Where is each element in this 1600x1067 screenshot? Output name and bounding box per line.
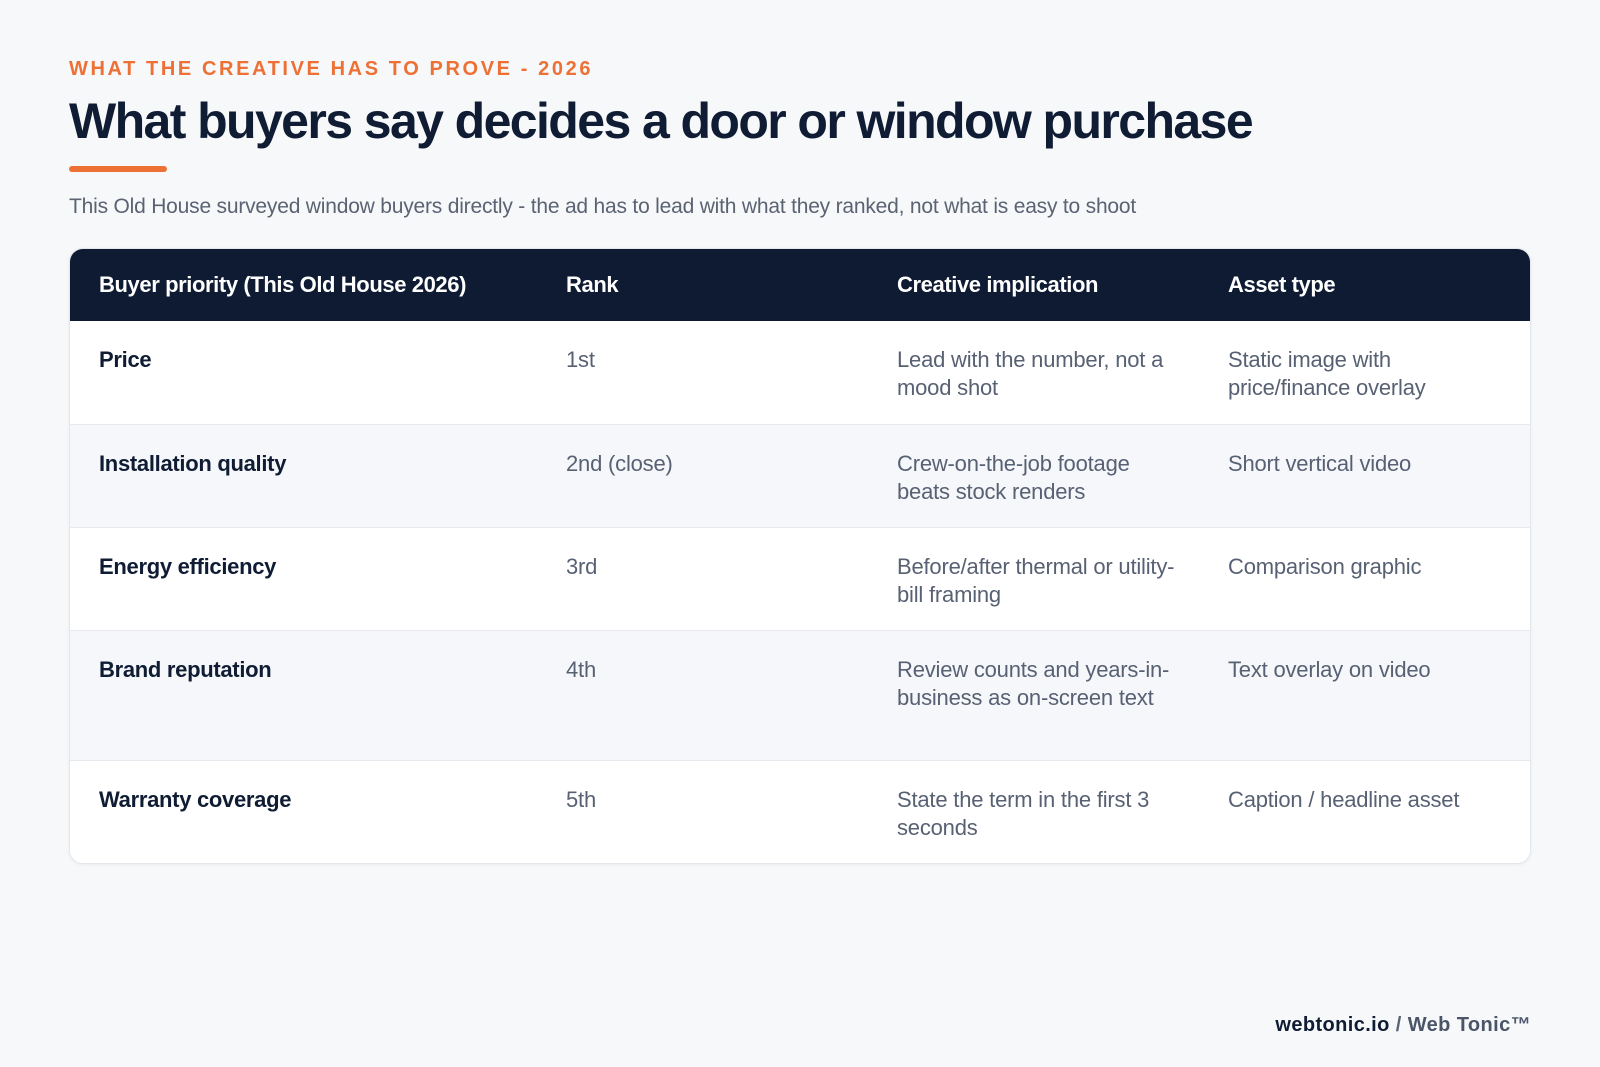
cell-priority: Price bbox=[99, 347, 152, 372]
cell-rank: 2nd (close) bbox=[566, 450, 673, 476]
table-row: Installation quality 2nd (close) Crew-on… bbox=[70, 424, 1530, 527]
header-rank: Rank bbox=[566, 272, 619, 297]
cell-rank: 5th bbox=[566, 786, 596, 812]
cell-asset: Comparison graphic bbox=[1228, 553, 1422, 579]
footer-credit: webtonic.io / Web Tonic™ bbox=[1275, 1014, 1531, 1037]
cell-priority: Warranty coverage bbox=[99, 786, 292, 812]
eyebrow-label: WHAT THE CREATIVE HAS TO PROVE - 2026 bbox=[69, 58, 594, 80]
cell-asset: Caption / headline asset bbox=[1228, 786, 1460, 812]
header-creative-implication: Creative implication bbox=[897, 272, 1099, 297]
cell-asset: Short vertical video bbox=[1228, 450, 1412, 476]
cell-rank: 4th bbox=[566, 656, 596, 682]
cell-implication: Before/after thermal or utility-bill fra… bbox=[897, 553, 1175, 607]
table-header: Buyer priority (This Old House 2026) Ran… bbox=[70, 249, 1530, 321]
page-subtitle: This Old House surveyed window buyers di… bbox=[69, 195, 1137, 218]
table-row: Price 1st Lead with the number, not a mo… bbox=[70, 321, 1530, 424]
cell-priority: Energy efficiency bbox=[99, 553, 277, 579]
cell-implication: Review counts and years-in-business as o… bbox=[897, 656, 1170, 710]
table-row: Warranty coverage 5th State the term in … bbox=[70, 760, 1530, 862]
header-asset-type: Asset type bbox=[1228, 272, 1336, 297]
footer-domain: webtonic.io bbox=[1275, 1014, 1390, 1036]
footer-separator: / bbox=[1395, 1014, 1402, 1036]
table-row: Brand reputation 4th Review counts and y… bbox=[70, 630, 1530, 760]
table-row: Energy efficiency 3rd Before/after therm… bbox=[70, 527, 1530, 630]
cell-implication: Crew-on-the-job footage beats stock rend… bbox=[897, 450, 1130, 504]
cell-rank: 1st bbox=[566, 347, 595, 372]
table-header-row: Buyer priority (This Old House 2026) Ran… bbox=[70, 249, 1530, 321]
cell-implication: Lead with the number, not a mood shot bbox=[897, 347, 1164, 400]
header-buyer-priority: Buyer priority (This Old House 2026) bbox=[99, 272, 467, 297]
title-accent-bar bbox=[69, 166, 167, 172]
cell-asset: Static image with price/finance overlay bbox=[1228, 347, 1426, 400]
cell-priority: Installation quality bbox=[99, 450, 287, 476]
cell-rank: 3rd bbox=[566, 553, 598, 579]
footer-brand: Web Tonic™ bbox=[1407, 1014, 1531, 1036]
page: WHAT THE CREATIVE HAS TO PROVE - 2026 Wh… bbox=[69, 0, 1531, 1067]
priority-table: Buyer priority (This Old House 2026) Ran… bbox=[70, 249, 1530, 862]
cell-implication: State the term in the first 3 seconds bbox=[897, 786, 1150, 840]
priority-table-card: Buyer priority (This Old House 2026) Ran… bbox=[69, 248, 1531, 864]
cell-asset: Text overlay on video bbox=[1228, 656, 1431, 682]
cell-priority: Brand reputation bbox=[99, 656, 272, 682]
page-title: What buyers say decides a door or window… bbox=[69, 93, 1254, 149]
table-body: Price 1st Lead with the number, not a mo… bbox=[70, 321, 1530, 862]
